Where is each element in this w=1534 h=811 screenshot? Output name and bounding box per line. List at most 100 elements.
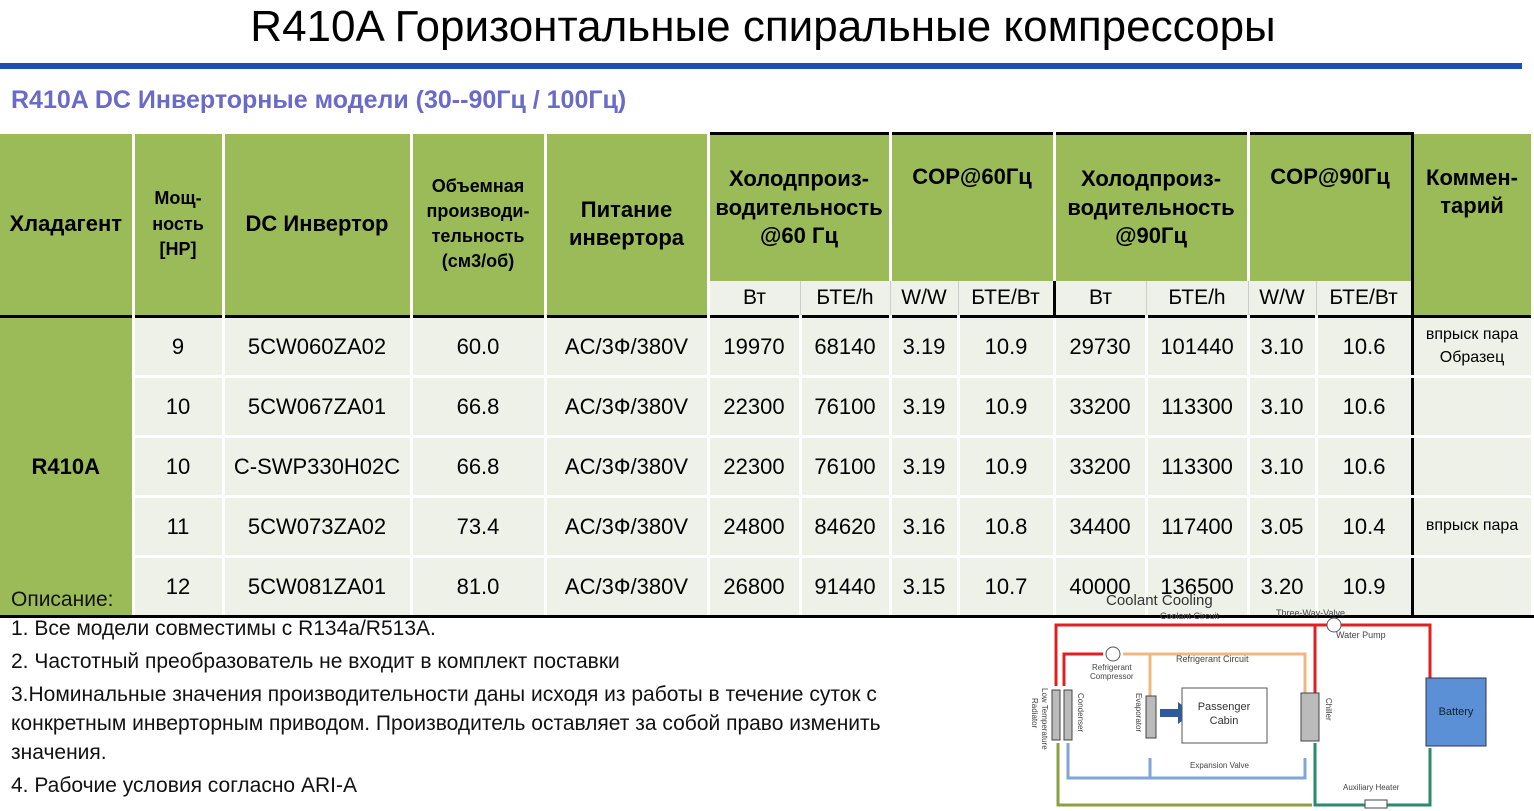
note-item: 3.Номинальные значения производительност… [11,682,881,764]
unit-btuh: БТЕ/h [1146,281,1249,317]
condenser-icon [1063,689,1073,741]
label-refrigerant-circuit: Refrigerant Circuit [1176,654,1249,664]
coolant-cooling-diagram: Coolant Cooling Coolant Circuit Three-Wa… [1030,592,1487,809]
cell-cap90-w: 34400 [1052,496,1148,558]
cell-power: 11 [133,496,225,558]
label-battery: Battery [1439,706,1474,718]
unit-btuh: БТЕ/h [800,281,891,317]
table-row: R410A 9 5CW060ZA02 60.0 AC/3Ф/380V 19970 68140… [0,315,1534,618]
label-cabin: Passenger [1198,701,1251,713]
cell-cap90-btuh: 113300 [1146,376,1250,438]
cell-cop90-ww: 3.10 [1248,315,1318,378]
cell-supply: AC/3Ф/380V [545,436,710,498]
header-displacement: Объемная производи- тельность (см3/об) [411,133,547,317]
cell-cap90-w: 33200 [1052,376,1148,438]
cell-cop60-btuw: 10.8 [958,496,1056,558]
label-compressor: Refrigerant [1092,663,1132,672]
label-auxiliary-heater: Auxiliary Heater [1343,783,1400,792]
header-inverter: DC Инвертор [223,133,413,317]
label-water-pump: Water Pump [1336,630,1386,640]
label-compressor: Compressor [1090,672,1134,681]
header-refrigerant: Хладагент [0,133,135,317]
cell-cap60-btuh: 91440 [800,556,892,618]
cell-cop90-ww: 3.20 [1248,556,1318,618]
cell-displacement: 60.0 [411,315,547,378]
label-coolant-circuit: Coolant Circuit [1160,611,1220,621]
cell-cop90-btuw: 10.4 [1316,496,1414,558]
note-item: 4. Рабочие условия согласно ARI-A [11,773,357,797]
unit-ww: W/W [1248,281,1317,317]
cell-model: C-SWP330H02C [223,436,413,498]
header-cop90: COP@90Гц [1248,132,1414,281]
cell-cop60-ww: 3.19 [890,436,960,498]
label-condenser: Condenser [1076,693,1085,732]
cell-cap60-btuh: 84620 [800,496,892,558]
cell-cop60-btuw: 10.9 [958,436,1056,498]
cell-cop60-ww: 3.15 [890,556,960,618]
cell-cap90-w: 29730 [1052,315,1148,378]
cell-cop90-btuw: 10.6 [1316,315,1414,378]
cell-cap60-w: 22300 [706,436,802,498]
note-item: 2. Частотный преобразователь не входит в… [11,649,620,673]
cell-cop60-btuw: 10.7 [958,556,1056,618]
radiator-icon [1051,689,1061,741]
cell-cop60-ww: 3.16 [890,496,960,558]
label-evaporator: Evaporator [1134,693,1143,732]
unit-ww: W/W [890,281,959,317]
compressor-table: Хладагент Мощ- ность [HP] DC Инвертор Об… [0,132,1534,618]
cell-power: 10 [133,376,225,438]
water-pump-icon [1326,617,1342,633]
cell-cop60-btuw: 10.9 [958,315,1056,378]
cell-comment [1412,556,1534,618]
note-item: 1. Все модели совместимы с R134a/R513A. [11,616,436,640]
cell-cap60-w: 26800 [706,556,802,618]
header-supply: Питание инвертора [545,133,710,317]
cell-cap60-btuh: 76100 [800,436,892,498]
cell-power: 10 [133,436,225,498]
label-radiator: Radiator [1030,698,1039,729]
cell-cop90-btuw: 10.6 [1316,376,1414,438]
header-cop60: COP@60Гц [890,132,1056,281]
cell-comment: впрыск пара [1412,496,1534,558]
heater-icon [1364,799,1388,809]
cell-displacement: 81.0 [411,556,547,618]
cell-model: 5CW060ZA02 [223,315,413,378]
cell-power: 9 [133,315,225,378]
unit-w: Вт [706,281,801,317]
table-row: 12 5CW081ZA01 81.0 AC/3Ф/380V 26800 91440 3.15… [0,556,1534,618]
compressor-icon [1105,646,1121,662]
cell-supply: AC/3Ф/380V [545,556,710,618]
cell-power: 12 [133,556,225,618]
cell-model: 5CW067ZA01 [223,376,413,438]
cell-displacement: 66.8 [411,376,547,438]
cell-displacement: 66.8 [411,436,547,498]
cell-comment [1412,436,1534,498]
cell-cop60-ww: 3.19 [890,315,960,378]
label-chiller: Chiller [1324,698,1333,721]
cell-cap60-btuh: 68140 [800,315,892,378]
header-power: Мощ- ность [HP] [133,133,225,317]
cell-supply: AC/3Ф/380V [545,376,710,438]
cell-cap90-btuh: 117400 [1146,496,1250,558]
cell-cap60-w: 19970 [706,315,802,378]
label-radiator: Low Temperature [1040,688,1049,750]
label-cabin: Cabin [1210,715,1239,727]
cell-model: 5CW073ZA02 [223,496,413,558]
cell-cop90-ww: 3.10 [1248,376,1318,438]
cell-cap90-btuh: 113300 [1146,436,1250,498]
cell-cop90-ww: 3.10 [1248,436,1318,498]
cell-cop90-ww: 3.05 [1248,496,1318,558]
notes: Описание: 1. Все модели совместимы с R13… [11,586,941,805]
unit-btuw: БТЕ/Вт [958,281,1055,317]
cell-cap60-w: 24800 [706,496,802,558]
cell-cap60-btuh: 76100 [800,376,892,438]
header-comment: Коммен- тарий [1412,133,1534,317]
unit-btuw: БТЕ/Вт [1316,281,1414,317]
cell-cap90-btuh: 136500 [1146,556,1250,618]
label-three-way-valve: Three-Way-Valve [1276,608,1345,618]
cell-cap60-w: 22300 [706,376,802,438]
cell-cap90-btuh: 101440 [1146,315,1250,378]
cell-comment: впрыск пара Образец [1412,315,1534,378]
unit-w: Вт [1052,281,1147,317]
